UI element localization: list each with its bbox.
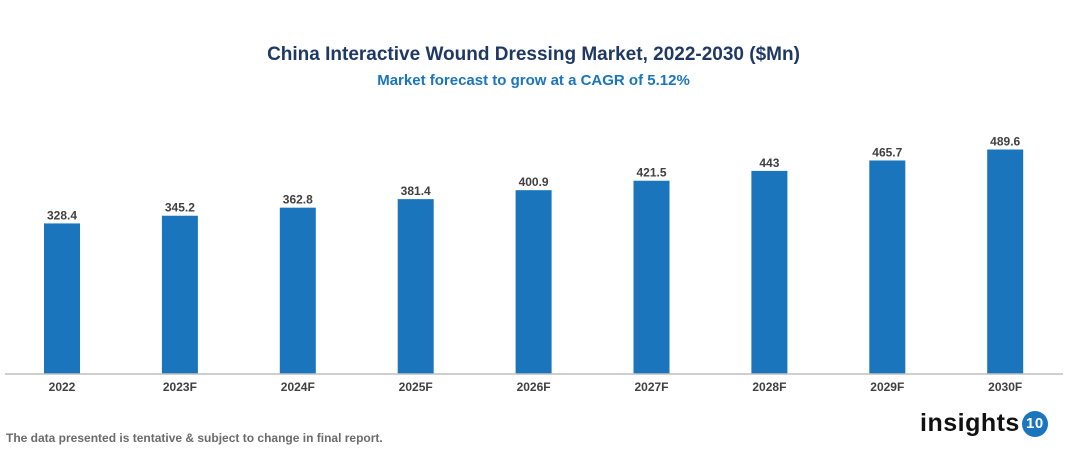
- data-label: 345.2: [165, 201, 195, 215]
- data-label: 381.4: [401, 184, 431, 198]
- bar-2026F: [515, 190, 552, 374]
- x-tick-label: 2026F: [517, 380, 551, 394]
- chart-subtitle: Market forecast to grow at a CAGR of 5.1…: [377, 72, 690, 89]
- x-tick-label: 2027F: [634, 380, 668, 394]
- data-label: 328.4: [47, 208, 77, 222]
- bar-2022: [44, 223, 80, 374]
- logo-text: insights: [920, 409, 1020, 437]
- x-tick-label: 2029F: [870, 380, 904, 394]
- bar-2027F: [633, 180, 670, 374]
- data-label: 421.5: [636, 166, 666, 180]
- bar-2023F: [161, 215, 198, 374]
- logo-badge: 10: [1021, 410, 1048, 437]
- footer-note: The data presented is tentative & subjec…: [6, 431, 383, 445]
- bar-2029F: [869, 160, 906, 374]
- data-label: 400.9: [519, 175, 549, 189]
- insights10-logo: insights 10: [920, 409, 1048, 438]
- x-tick-label: 2030F: [988, 380, 1022, 394]
- data-label: 362.8: [283, 193, 313, 207]
- x-tick-label: 2022: [49, 380, 76, 394]
- data-label: 443: [759, 156, 779, 170]
- x-tick-label: 2025F: [399, 380, 433, 394]
- bar-2025F: [397, 199, 434, 374]
- x-tick-label: 2024F: [281, 380, 315, 394]
- x-tick-label: 2023F: [163, 380, 197, 394]
- x-tick-label: 2028F: [752, 380, 786, 394]
- data-label: 489.6: [990, 135, 1020, 149]
- bar-2028F: [751, 170, 788, 374]
- chart-title: China Interactive Wound Dressing Market,…: [267, 44, 800, 65]
- bar-2024F: [279, 207, 316, 374]
- data-label: 465.7: [872, 145, 902, 159]
- bar-2030F: [987, 149, 1024, 374]
